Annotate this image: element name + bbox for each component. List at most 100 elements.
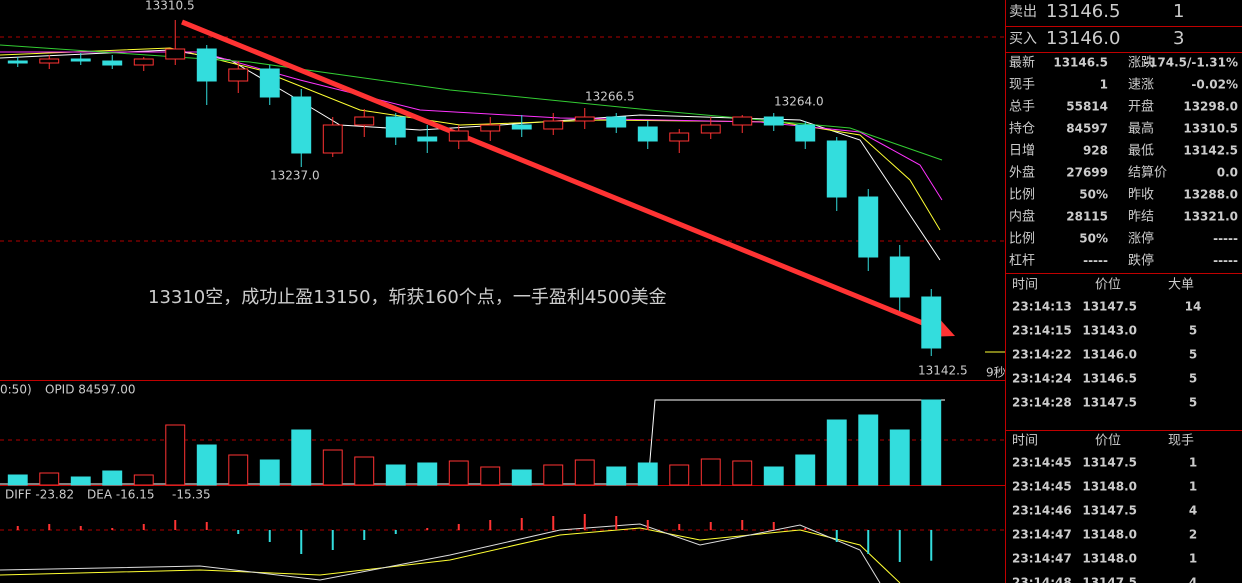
trade-time: 23:14:45 <box>1012 456 1072 470</box>
table-header: 现手 <box>1168 434 1194 449</box>
candle-body <box>102 60 123 66</box>
volume-bar <box>259 459 280 486</box>
candle-body <box>763 116 784 126</box>
volume-bar <box>637 462 658 486</box>
macd-diff: DIFF -23.82 <box>5 488 74 502</box>
trade-time: 23:14:24 <box>1012 372 1072 386</box>
candle-body <box>165 48 186 60</box>
trade-price: 13147.5 <box>1082 300 1137 314</box>
trade-time: 23:14:22 <box>1012 348 1072 362</box>
stat-label: 涨停 <box>1128 231 1154 247</box>
trade-qty: 4 <box>1189 504 1197 518</box>
ma-line <box>0 49 941 261</box>
trade-qty: 14 <box>1185 300 1202 314</box>
stat-label: 内盘 <box>1009 209 1035 225</box>
candle-body <box>196 48 217 82</box>
trade-qty: 1 <box>1189 456 1197 470</box>
candle-body <box>354 116 375 126</box>
stat-value: 1 <box>1100 78 1108 92</box>
trade-price: 13147.5 <box>1082 576 1137 583</box>
candle-body <box>417 136 438 142</box>
volume-bar <box>858 414 879 486</box>
volume-bar <box>228 454 249 486</box>
volume-bar <box>574 459 595 486</box>
trade-note: 13310空，成功止盈13150，斩获160个点，一手盈利4500美金 <box>148 287 667 308</box>
stat-value: ----- <box>1213 254 1238 268</box>
candle-body <box>795 124 816 142</box>
trade-time: 23:14:46 <box>1012 504 1072 518</box>
volume-bar <box>7 474 28 486</box>
stat-value: 55814 <box>1066 100 1108 114</box>
low-label: 13142.5 <box>918 364 968 378</box>
candle-body <box>480 124 501 132</box>
stat-value: 13146.5 <box>1053 56 1108 70</box>
volume-bar <box>165 424 186 486</box>
arrow-shaft <box>181 19 936 331</box>
trade-qty: 5 <box>1189 348 1197 362</box>
low-label: 13237.0 <box>270 169 320 183</box>
volume-bar <box>417 462 438 486</box>
candle-body <box>322 124 343 154</box>
trade-price: 13147.5 <box>1082 504 1137 518</box>
candle-body <box>574 116 595 122</box>
stat-value: 0.0 <box>1217 166 1238 180</box>
candle-body <box>385 116 406 138</box>
stat-label: 比例 <box>1009 232 1035 247</box>
trade-qty: 4 <box>1189 576 1197 583</box>
trade-price: 13148.0 <box>1082 528 1137 542</box>
volume-period: 0:50) <box>0 383 32 397</box>
volume-bar <box>669 464 690 486</box>
volume-bar <box>291 429 312 486</box>
stat-label: 日增 <box>1009 144 1035 159</box>
candle-body <box>259 68 280 98</box>
stat-value: 13321.0 <box>1183 210 1238 224</box>
stat-label: 最低 <box>1128 144 1154 159</box>
trade-price: 13147.5 <box>1082 396 1137 410</box>
trade-time: 23:14:15 <box>1012 324 1072 338</box>
stat-label: 现手 <box>1009 78 1035 93</box>
trade-price: 13146.5 <box>1082 372 1137 386</box>
volume-bar <box>732 460 753 486</box>
trade-price: 13148.0 <box>1082 552 1137 566</box>
candle-body <box>732 116 753 126</box>
trade-qty: 2 <box>1189 528 1197 542</box>
stat-label: 杠杆 <box>1009 253 1035 269</box>
volume-bar <box>385 464 406 486</box>
macd-value: -15.35 <box>172 488 211 502</box>
volume-bar <box>133 474 154 486</box>
candle-body <box>637 126 658 142</box>
stat-label: 昨收 <box>1128 188 1154 203</box>
trade-price: 13147.5 <box>1082 456 1137 470</box>
candle-body <box>826 140 847 198</box>
candle-body <box>669 132 690 142</box>
candle-body <box>700 124 721 134</box>
table-header: 时间 <box>1012 434 1038 449</box>
trade-qty: 5 <box>1189 372 1197 386</box>
stat-value: 28115 <box>1066 210 1108 224</box>
volume-bar <box>70 476 91 486</box>
macd-dea: DEA -16.15 <box>87 488 155 502</box>
candle-body <box>291 96 312 154</box>
stat-label: 持仓 <box>1009 122 1035 137</box>
volume-bar <box>448 460 469 486</box>
volume-bar <box>700 458 721 486</box>
volume-bar <box>102 470 123 486</box>
trade-time: 23:14:48 <box>1012 576 1072 583</box>
candle-body <box>133 58 154 66</box>
candle-body <box>70 58 91 62</box>
volume-bar <box>511 469 532 486</box>
trade-price: 13143.0 <box>1082 324 1137 338</box>
stat-label: 最新 <box>1009 55 1035 71</box>
peak-label: 13266.5 <box>585 90 635 104</box>
quote-label: 卖出 <box>1009 4 1037 20</box>
trade-qty: 1 <box>1189 552 1197 566</box>
quote-price: 13146.5 <box>1046 1 1120 22</box>
volume-bar <box>354 456 375 486</box>
table-header: 价位 <box>1095 434 1121 449</box>
volume-bar <box>826 419 847 486</box>
stat-label: 昨结 <box>1128 210 1154 225</box>
volume-bar <box>39 472 60 486</box>
quote-label: 买入 <box>1009 31 1037 47</box>
timer-label: 9秒 <box>986 366 1006 380</box>
volume-bar <box>196 444 217 486</box>
